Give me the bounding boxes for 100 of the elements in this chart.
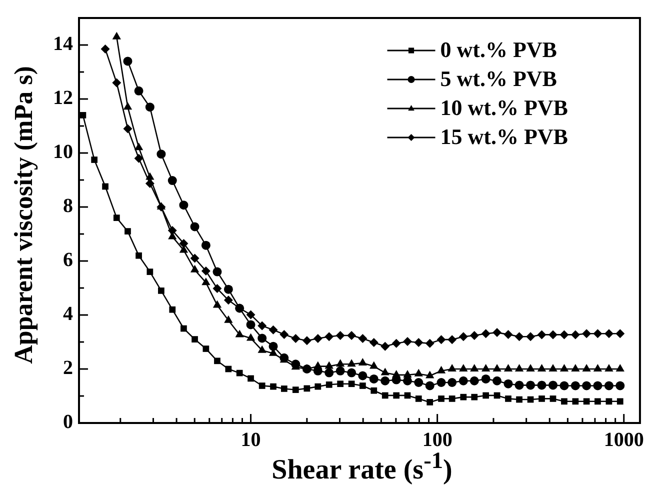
point [415, 396, 422, 402]
point [324, 361, 334, 369]
point [336, 366, 345, 376]
point [560, 330, 569, 340]
point [504, 379, 513, 388]
point [492, 328, 502, 338]
point [505, 396, 512, 402]
point [561, 398, 568, 405]
point [347, 359, 356, 367]
point [570, 381, 580, 390]
point [258, 321, 267, 330]
point [604, 329, 614, 338]
point [482, 392, 490, 399]
point [538, 396, 545, 402]
point [258, 334, 267, 343]
point [202, 346, 210, 352]
point [426, 370, 434, 378]
point [560, 381, 569, 390]
point [180, 325, 187, 332]
point [582, 329, 592, 338]
point [470, 376, 479, 386]
point [201, 240, 210, 250]
point [550, 396, 556, 402]
point [134, 142, 144, 150]
point [606, 398, 612, 405]
point [571, 364, 580, 372]
point [593, 364, 602, 372]
legend-label: 10 wt.% PVB [440, 95, 568, 120]
point [380, 376, 390, 386]
point [235, 330, 244, 338]
point [314, 383, 322, 390]
point [358, 334, 368, 343]
point [212, 267, 222, 276]
point [292, 386, 299, 393]
point [280, 386, 288, 392]
point [224, 284, 233, 294]
point [113, 214, 120, 221]
point [123, 56, 132, 66]
point [593, 381, 602, 390]
point [124, 228, 131, 234]
point [358, 358, 368, 366]
point [347, 368, 356, 378]
y-tick-label: 14 [53, 33, 73, 56]
point [380, 368, 390, 376]
point [548, 380, 558, 390]
point [402, 336, 412, 346]
point [570, 330, 580, 340]
point [80, 112, 86, 118]
point [414, 378, 424, 387]
point [258, 345, 266, 353]
point [112, 32, 121, 40]
point [112, 78, 122, 88]
point [146, 268, 154, 275]
point [448, 364, 456, 372]
point [470, 331, 479, 340]
point [270, 383, 276, 390]
point [392, 338, 401, 348]
point [134, 154, 144, 163]
point [324, 332, 334, 342]
point [436, 378, 446, 387]
point [504, 364, 513, 372]
point [212, 284, 222, 294]
point [458, 376, 468, 386]
point [459, 364, 468, 372]
point [382, 392, 388, 399]
point [324, 368, 334, 378]
y-axis-title: Apparent viscosity (mPa s) [9, 65, 39, 366]
point [326, 381, 332, 388]
point [436, 335, 446, 344]
point [179, 238, 188, 248]
point [380, 342, 390, 351]
point [616, 364, 624, 372]
point [302, 336, 312, 346]
point [212, 300, 222, 308]
point [516, 396, 522, 403]
legend-label: 0 wt.% PVB [440, 37, 558, 62]
point [572, 398, 579, 405]
point [526, 364, 535, 372]
y-tick-label: 12 [53, 87, 73, 110]
point [91, 156, 98, 163]
point [145, 102, 154, 112]
point [616, 398, 624, 405]
point [560, 364, 569, 372]
point [268, 342, 278, 351]
point [246, 310, 256, 320]
point [313, 334, 322, 343]
y-tick-label: 10 [53, 141, 73, 164]
point [169, 306, 176, 313]
point [134, 86, 144, 96]
point [481, 374, 490, 384]
point [426, 399, 434, 406]
point [548, 330, 558, 340]
point [136, 252, 142, 259]
point [582, 381, 592, 390]
point [224, 315, 233, 323]
point [370, 387, 378, 394]
legend-label: 15 wt.% PVB [440, 124, 568, 150]
point [347, 331, 356, 340]
y-tick-label: 2 [63, 357, 73, 380]
point [179, 200, 188, 210]
